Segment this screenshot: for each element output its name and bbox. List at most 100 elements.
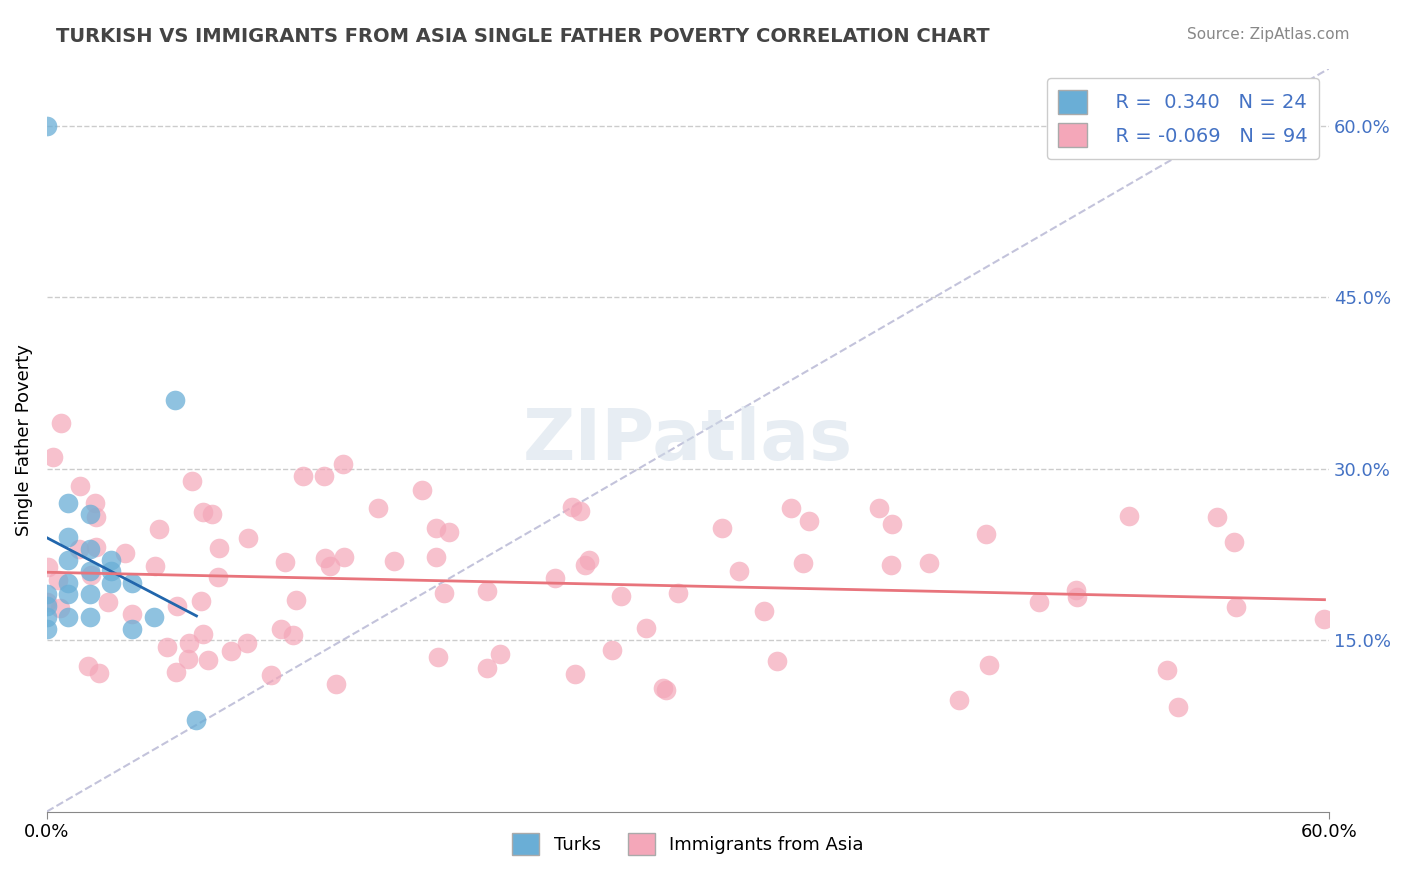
Point xyxy=(87,665,110,680)
Point xyxy=(197,653,219,667)
Point xyxy=(58,610,80,624)
Point xyxy=(236,636,259,650)
Point xyxy=(880,517,903,532)
Point xyxy=(177,652,200,666)
Point xyxy=(83,495,105,509)
Point xyxy=(80,568,103,582)
Point xyxy=(76,658,98,673)
Point xyxy=(100,575,122,590)
Point xyxy=(652,681,675,695)
Point xyxy=(181,475,204,489)
Point xyxy=(1313,612,1336,626)
Point xyxy=(948,692,970,706)
Point xyxy=(79,587,101,601)
Point xyxy=(86,541,108,555)
Point xyxy=(58,575,80,590)
Point xyxy=(488,647,510,661)
Point xyxy=(35,587,58,601)
Point xyxy=(177,636,200,650)
Point xyxy=(190,593,212,607)
Point xyxy=(46,573,69,587)
Point xyxy=(314,550,336,565)
Point xyxy=(35,610,58,624)
Point xyxy=(97,594,120,608)
Point xyxy=(977,658,1000,673)
Point xyxy=(292,469,315,483)
Point xyxy=(48,600,70,615)
Point xyxy=(868,501,890,516)
Point xyxy=(166,599,188,614)
Point xyxy=(201,508,224,522)
Point xyxy=(84,510,107,524)
Point xyxy=(148,522,170,536)
Text: ZIPatlas: ZIPatlas xyxy=(523,406,853,475)
Point xyxy=(312,469,335,483)
Point xyxy=(58,496,80,510)
Point xyxy=(100,553,122,567)
Point xyxy=(319,558,342,573)
Point xyxy=(1225,600,1247,615)
Point xyxy=(284,592,307,607)
Point xyxy=(165,392,187,407)
Point xyxy=(728,564,751,578)
Point xyxy=(37,595,59,609)
Point xyxy=(35,119,58,133)
Point xyxy=(1205,510,1227,524)
Point xyxy=(426,649,449,664)
Point xyxy=(274,556,297,570)
Point xyxy=(666,586,689,600)
Point xyxy=(475,661,498,675)
Point xyxy=(792,557,814,571)
Point xyxy=(270,623,292,637)
Point xyxy=(1118,508,1140,523)
Point xyxy=(69,479,91,493)
Point xyxy=(544,571,567,585)
Point xyxy=(143,558,166,573)
Point xyxy=(121,575,143,590)
Point xyxy=(766,654,789,668)
Point xyxy=(654,682,676,697)
Point xyxy=(1223,535,1246,549)
Point xyxy=(1167,700,1189,714)
Point xyxy=(1066,590,1088,604)
Point xyxy=(1028,595,1050,609)
Point xyxy=(165,665,187,679)
Point xyxy=(433,585,456,599)
Point xyxy=(917,556,939,570)
Point xyxy=(207,570,229,584)
Point xyxy=(37,560,59,574)
Point xyxy=(325,677,347,691)
Point xyxy=(41,450,63,464)
Point xyxy=(35,622,58,636)
Point xyxy=(561,500,583,514)
Point xyxy=(100,565,122,579)
Point xyxy=(121,607,143,621)
Point xyxy=(221,644,243,658)
Point xyxy=(67,541,90,556)
Point xyxy=(156,640,179,654)
Point xyxy=(384,554,406,568)
Point xyxy=(578,553,600,567)
Point xyxy=(191,627,214,641)
Point xyxy=(79,508,101,522)
Point xyxy=(711,521,734,535)
Point xyxy=(425,521,447,535)
Point xyxy=(797,515,820,529)
Point xyxy=(600,643,623,657)
Point xyxy=(142,610,165,624)
Point xyxy=(779,501,801,516)
Y-axis label: Single Father Poverty: Single Father Poverty xyxy=(15,344,32,536)
Point xyxy=(333,549,356,564)
Legend:   R =  0.340   N = 24,   R = -0.069   N = 94: R = 0.340 N = 24, R = -0.069 N = 94 xyxy=(1046,78,1319,159)
Point xyxy=(634,622,657,636)
Point xyxy=(259,668,281,682)
Point xyxy=(58,553,80,567)
Point xyxy=(367,500,389,515)
Point xyxy=(609,589,631,603)
Point xyxy=(976,526,998,541)
Point xyxy=(1064,583,1087,598)
Point xyxy=(35,599,58,613)
Point xyxy=(752,604,775,618)
Point xyxy=(186,713,208,727)
Point xyxy=(411,483,433,497)
